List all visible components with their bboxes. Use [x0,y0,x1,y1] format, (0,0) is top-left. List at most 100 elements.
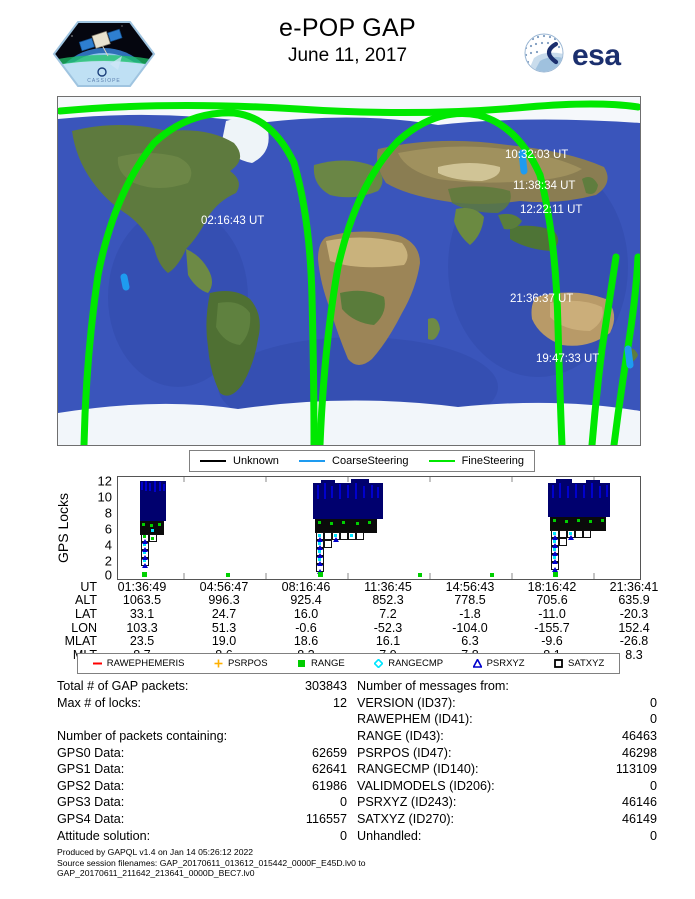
footer-provenance: Produced by GAPQL v1.4 on Jan 14 05:26:1… [57,847,657,879]
ut-label: 19:47:33 UT [536,353,600,365]
spacer [57,711,347,728]
table-cell: 14:56:43 [445,579,495,594]
table-cell: 16.1 [375,634,401,649]
stat-row: VERSION (ID37): 0 [357,695,657,712]
stat-value: 113109 [615,762,657,777]
row-label: UT [80,579,97,594]
table-row: LAT 33.1 24.7 16.0 7.2 -1.8 -11.0 -20.3 [57,607,695,621]
stat-row: PSRXYZ (ID243): 46146 [357,794,657,811]
legend-label-psrxyz: PSRXYZ [486,658,525,669]
japan [582,177,598,194]
table-row: UT 01:36:49 04:56:47 08:16:46 11:36:45 1… [57,580,695,594]
table-cell: -1.8 [459,606,481,621]
table-cell: 21:36:41 [609,579,659,594]
legend-swatch-unknown [200,460,227,462]
open-square-marker-icon [554,659,563,668]
stat-row: RANGE (ID43): 46463 [357,728,657,745]
stat-row: PSRPOS (ID47): 46298 [357,744,657,761]
stat-row: RANGECMP (ID140): 113109 [357,761,657,778]
table-cell: 11:36:45 [364,579,412,594]
stat-key: GPS1 Data: [57,762,125,777]
table-cell: -11.0 [538,606,566,621]
table-cell: 7.2 [379,606,397,621]
stat-row: GPS1 Data: 62641 [57,761,347,778]
stat-key: GPS2 Data: [57,778,125,793]
stat-key: Total # of GAP packets: [57,679,189,694]
table-cell: 925.4 [290,593,322,608]
stat-value: 116557 [305,812,347,827]
table-cell: 152.4 [618,620,650,635]
stat-row: SATXYZ (ID270): 46149 [357,811,657,828]
gps-locks-y-ticks: 12 10 8 6 4 2 0 [75,473,115,582]
cassiope-mission-patch-icon: CASSIOPE [52,21,156,87]
table-cell: 24.7 [211,606,237,621]
messages-heading: Number of messages from: [357,679,509,694]
stat-key: GPS3 Data: [57,795,125,810]
dash-marker-icon [92,659,102,668]
y-tick: 10 [97,489,112,505]
message-type-legend: RAWEPHEMERIS PSRPOS RANGE RANGECMP PSRXY… [77,653,620,674]
footer-line-source-1: Source session filenames: GAP_20170611_0… [57,857,366,868]
stat-value: 0 [649,778,657,793]
map-legend: Unknown CoarseSteering FineSteering [189,450,535,472]
stat-row: RAWEPHEM (ID41): 0 [357,711,657,728]
lock-cluster-3 [548,479,610,577]
y-tick: 12 [97,473,112,489]
stat-value: 62659 [311,745,347,760]
ut-label: 11:38:34 UT [513,180,576,192]
legend-item-coarsesteering: CoarseSteering [299,455,408,467]
legend-item-range: RANGE [297,658,345,669]
legend-item-rangecmp: RANGECMP [373,658,444,669]
legend-item-rawephemeris: RAWEPHEMERIS [92,658,185,669]
y-tick: 8 [104,505,112,521]
table-cell: -9.6 [541,634,563,649]
table-row: MLAT 23.5 19.0 18.6 16.1 6.3 -9.6 -26.8 [57,634,695,648]
table-cell: -0.6 [295,620,317,635]
stat-row: Total # of GAP packets: 303843 [57,678,347,695]
footer-line-source-2: GAP_20170611_211642_213641_0000D_BEC7.lv… [57,868,255,878]
legend-label-range: RANGE [310,658,345,669]
table-cell: -52.3 [373,620,403,635]
table-row: ALT 1063.5 996.3 925.4 852.3 778.5 705.6… [57,593,695,608]
stat-key: RANGECMP (ID140): [357,762,479,777]
legend-label-rangecmp: RANGECMP [388,658,444,669]
table-cell: 18.6 [293,634,319,649]
table-cell: 18:16:42 [527,579,577,594]
world-map: 02:16:43 UT 10:32:03 UT 11:38:34 UT 12:2… [57,96,641,446]
table-cell: 8.3 [625,647,643,662]
stat-value: 0 [339,795,347,810]
gps-locks-plot-area [117,476,641,580]
ut-label: 12:22:11 UT [520,204,583,216]
table-cell: 33.1 [129,606,155,621]
stat-key: SATXYZ (ID270): [357,812,455,827]
stat-value: 12 [332,695,347,710]
ut-label: 21:36:37 UT [510,293,574,305]
legend-item-psrpos: PSRPOS [214,658,268,669]
y-tick: 6 [104,521,112,537]
gps-locks-plot: GPS Locks 12 10 8 6 4 2 0 [55,473,641,582]
stat-row: VALIDMODELS (ID206): 0 [357,778,657,795]
esa-globe-icon [524,33,564,73]
esa-wordmark: esa [572,39,621,72]
table-cell: 01:36:49 [117,579,167,594]
table-cell: 635.9 [618,593,650,608]
stat-key: PSRPOS (ID47): [357,745,452,760]
baseline-points [226,573,494,577]
legend-label-unknown: Unknown [233,455,279,467]
esa-logo: esa [524,33,622,73]
legend-label-psrpos: PSRPOS [227,658,268,669]
legend-label-coarsesteering: CoarseSteering [332,455,409,467]
ut-label: 10:32:03 UT [505,149,569,161]
stat-key: Unhandled: [357,828,422,843]
stat-value: 61986 [311,778,347,793]
row-label: MLAT [64,634,97,649]
table-cell: -155.7 [534,620,570,635]
legend-item-satxyz: SATXYZ [554,658,604,669]
north-america [72,125,241,273]
table-cell: -104.0 [452,620,488,635]
table-cell: 852.3 [372,593,404,608]
map-canvas [58,97,640,445]
stat-value: 62641 [311,762,347,777]
footer-line-produced: Produced by GAPQL v1.4 on Jan 14 05:26:1… [57,847,254,857]
table-cell: -26.8 [619,634,649,649]
